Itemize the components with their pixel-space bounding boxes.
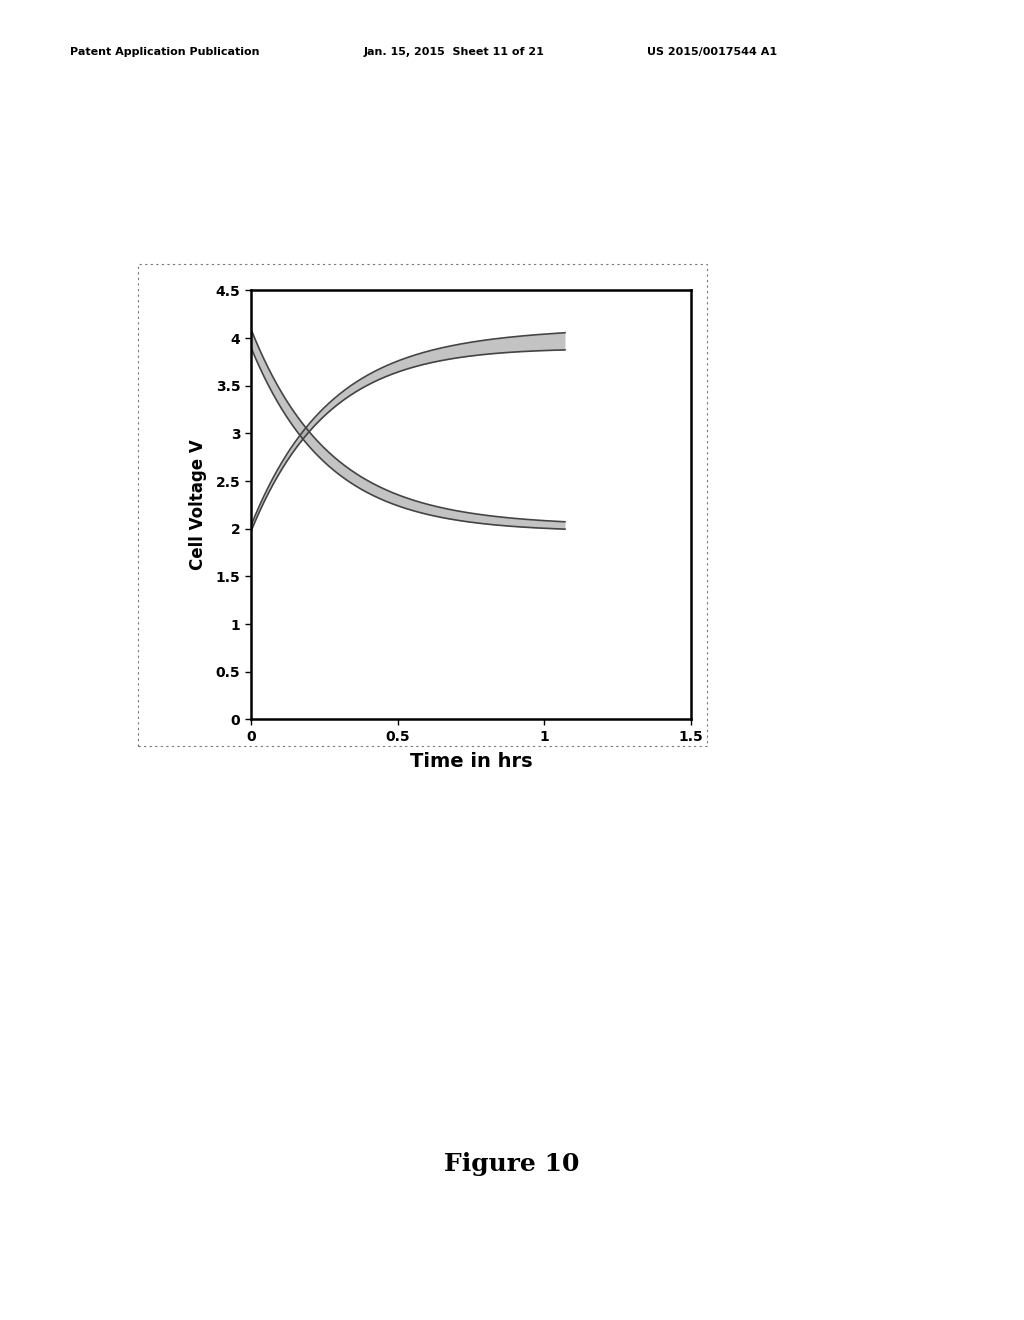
X-axis label: Time in hrs: Time in hrs: [410, 752, 532, 771]
Text: Patent Application Publication: Patent Application Publication: [70, 48, 259, 58]
Text: Figure 10: Figure 10: [444, 1152, 580, 1176]
Text: Jan. 15, 2015  Sheet 11 of 21: Jan. 15, 2015 Sheet 11 of 21: [364, 48, 545, 58]
Y-axis label: Cell Voltage V: Cell Voltage V: [189, 440, 208, 570]
Text: US 2015/0017544 A1: US 2015/0017544 A1: [647, 48, 777, 58]
